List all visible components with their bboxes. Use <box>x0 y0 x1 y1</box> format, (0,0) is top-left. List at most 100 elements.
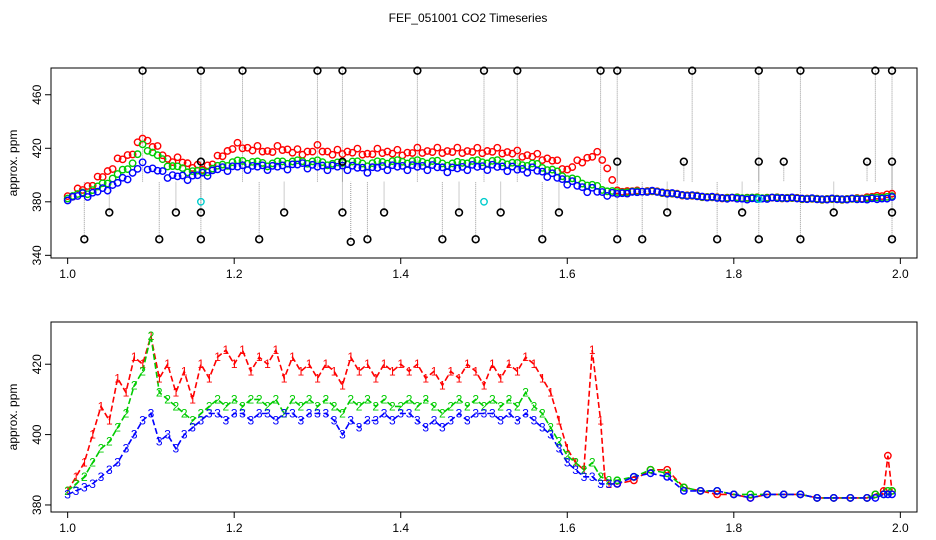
top-y-tick-label: 340 <box>30 245 44 265</box>
bottom-series-3-label: 3 <box>181 428 188 442</box>
bottom-series-2-label: 2 <box>173 399 180 413</box>
bottom-series-1-label: 1 <box>73 470 80 484</box>
top-series-3-point <box>498 162 507 171</box>
bottom-series-2-label: 2 <box>564 449 571 463</box>
bottom-series-1-label: 1 <box>231 357 238 371</box>
top-series-2-point <box>508 158 517 167</box>
top-series-3-point <box>768 193 777 202</box>
top-series-3-point <box>683 192 692 200</box>
bottom-series-2-label: 2 <box>581 463 588 477</box>
bottom-series-3-point <box>879 490 888 499</box>
bottom-series-2-label: 2 <box>198 406 205 420</box>
top-series-3-point <box>438 163 447 172</box>
top-flagged-point <box>196 197 205 206</box>
top-series-1-point <box>448 148 457 156</box>
bottom-series-1-label: 1 <box>531 357 538 371</box>
bottom-series-3-label: 3 <box>156 435 163 449</box>
bottom-series-1-point <box>883 451 892 460</box>
top-series-1-point <box>148 143 157 151</box>
bottom-series-2-label: 2 <box>339 406 346 420</box>
bottom-series-3-point <box>729 490 738 499</box>
top-series-1-point <box>343 147 352 156</box>
top-raw-outlier-point <box>613 157 622 166</box>
top-series-3-point <box>808 194 816 203</box>
bottom-series-3-label: 3 <box>522 406 529 420</box>
bottom-series-1-label: 1 <box>601 470 608 484</box>
top-series-2-point <box>253 157 262 166</box>
top-series-1-point <box>258 147 267 156</box>
top-series-1-point <box>443 147 452 155</box>
top-series-3-point <box>828 194 836 203</box>
bottom-series-1-label: 1 <box>173 385 180 399</box>
bottom-series-2-label: 2 <box>64 484 71 498</box>
top-series-1-point <box>598 156 607 164</box>
bottom-series-3-point <box>796 490 805 499</box>
top-x-tick-label: 1.4 <box>392 267 409 281</box>
top-series-2-point <box>128 159 137 168</box>
top-series-2-point <box>188 167 197 176</box>
bottom-series-2-label: 2 <box>356 399 363 413</box>
bottom-x-tick-label: 1.4 <box>392 521 409 535</box>
bottom-x-tick-label: 1.6 <box>559 521 576 535</box>
top-series-1-point <box>113 154 122 163</box>
bottom-series-2-label: 2 <box>481 399 488 413</box>
bottom-series-2-label: 2 <box>73 477 80 491</box>
top-series-1-point <box>388 149 397 158</box>
top-series-3-point <box>678 190 687 199</box>
top-series-3-point <box>818 195 826 204</box>
top-series-1-point <box>603 164 612 173</box>
top-series-3-point <box>83 193 92 201</box>
top-raw-outlier-point <box>754 235 763 244</box>
bottom-series-3-label: 3 <box>123 442 130 456</box>
top-series-3-point <box>228 162 237 171</box>
top-series-3-point <box>578 183 587 192</box>
bottom-series-1-label: 1 <box>522 350 529 364</box>
bottom-x-tick-label: 2.0 <box>892 521 909 535</box>
top-series-1-point <box>353 144 362 153</box>
bottom-plot: 1111111111111111111111111111111111111111… <box>6 321 918 535</box>
bottom-series-1-label: 1 <box>556 414 563 428</box>
top-series-1-point <box>468 148 477 156</box>
bottom-series-3-point <box>871 494 880 502</box>
bottom-series-3-point <box>613 479 622 488</box>
top-series-2-point <box>113 170 122 178</box>
top-series-3-point <box>598 188 607 196</box>
bottom-series-3-label: 3 <box>322 406 329 420</box>
bottom-series-2-label: 2 <box>164 392 171 406</box>
bottom-x-axis: 1.0 1.2 1.4 1.6 1.8 2.0 <box>59 512 909 535</box>
top-series-1-point <box>363 149 372 158</box>
bottom-series-3-point <box>763 490 772 499</box>
top-series-1-point <box>533 149 542 158</box>
bottom-series-2-label: 2 <box>272 392 279 406</box>
top-series-3-point <box>658 188 667 197</box>
top-series-2-point <box>323 161 332 170</box>
top-raw-outlier-point <box>796 235 805 244</box>
top-series-3-point <box>663 189 672 198</box>
top-series-3-point <box>848 194 856 203</box>
bottom-series-3-point <box>663 472 672 481</box>
top-plot: 1.0 1.2 1.4 1.6 1.8 2.0 340 380 420 460 approx. … <box>6 66 918 281</box>
top-raw-outlier-point <box>554 208 564 217</box>
top-series-1-point <box>73 184 82 193</box>
top-series-3-point <box>88 188 97 197</box>
bottom-series-2-label: 2 <box>422 392 429 406</box>
bottom-series-1-label: 1 <box>64 484 71 498</box>
bottom-series-2-label: 2 <box>123 406 130 420</box>
top-series-2-point <box>258 159 267 167</box>
bottom-series-3-label: 3 <box>98 470 105 484</box>
top-series-1-point <box>143 136 152 145</box>
top-series-2-point <box>213 161 222 170</box>
top-series-3-point <box>773 194 782 203</box>
top-series-3-point <box>168 171 177 180</box>
top-drop-lines <box>83 70 893 242</box>
top-raw-outlier-point <box>496 208 505 217</box>
bottom-y-axis-label: approx. ppm <box>6 384 20 451</box>
bottom-series-3-label: 3 <box>572 463 579 477</box>
bottom-x-tick-label: 1.8 <box>725 521 742 535</box>
top-series-3-point <box>113 178 122 187</box>
top-series-1-point <box>253 142 262 150</box>
top-raw-outlier-point <box>613 235 622 244</box>
bottom-series-2-label: 2 <box>347 392 354 406</box>
bottom-series-2-label: 2 <box>506 392 513 406</box>
bottom-series-1-label: 1 <box>381 357 388 371</box>
